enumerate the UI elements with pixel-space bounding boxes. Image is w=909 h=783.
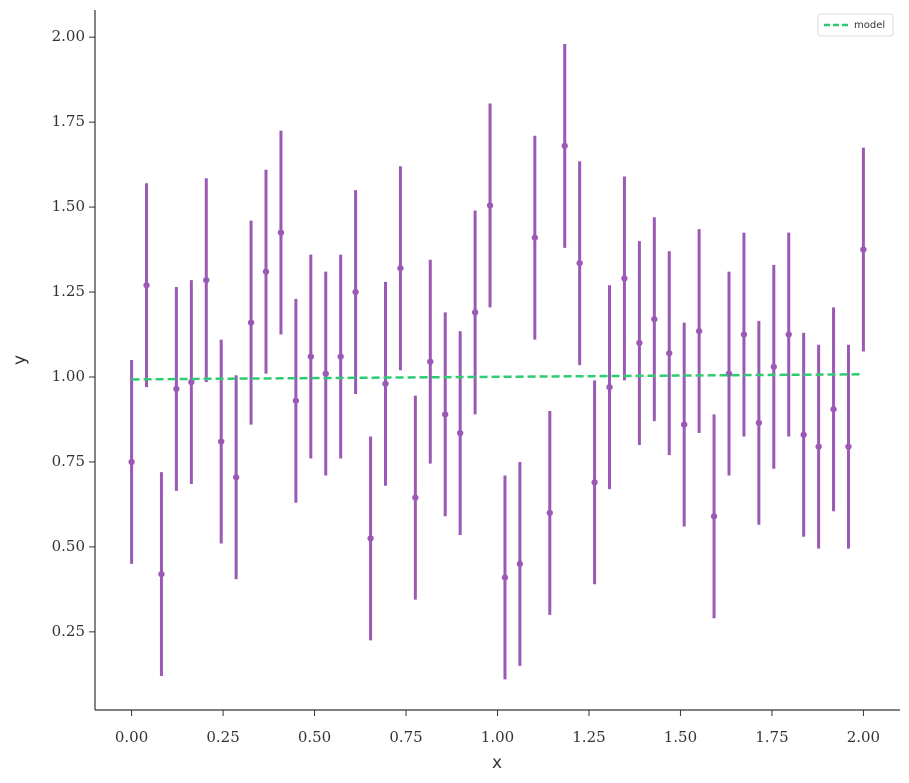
point xyxy=(621,275,628,282)
point xyxy=(143,282,150,289)
point xyxy=(203,276,210,284)
point xyxy=(292,397,300,404)
point xyxy=(666,350,673,357)
point xyxy=(636,339,643,347)
point xyxy=(307,353,315,360)
x-tick-label: 2.00 xyxy=(847,728,880,746)
point xyxy=(173,385,180,393)
x-tick-label: 0.25 xyxy=(206,728,239,746)
point xyxy=(800,431,807,438)
x-tick-label: 1.75 xyxy=(755,728,788,746)
point xyxy=(501,574,509,581)
point xyxy=(860,246,867,253)
y-tick-label: 1.00 xyxy=(52,367,85,385)
point xyxy=(651,316,658,323)
point xyxy=(337,353,344,360)
point xyxy=(546,509,553,517)
point xyxy=(845,443,852,450)
point xyxy=(815,443,822,450)
point xyxy=(218,438,225,445)
point xyxy=(785,331,792,338)
point xyxy=(830,406,837,413)
point xyxy=(576,259,583,267)
point xyxy=(486,202,494,209)
y-tick-label: 0.25 xyxy=(52,622,85,640)
y-tick-label: 1.25 xyxy=(52,282,85,300)
legend-label: model xyxy=(854,20,885,31)
point xyxy=(262,268,270,275)
point xyxy=(755,419,763,427)
y-tick-label: 1.50 xyxy=(52,197,85,215)
point xyxy=(158,570,165,578)
x-tick-label: 1.00 xyxy=(481,728,514,746)
point xyxy=(531,234,539,241)
point xyxy=(516,560,524,568)
y-axis-label: y xyxy=(10,355,30,365)
point xyxy=(277,229,285,236)
point xyxy=(397,265,404,272)
point xyxy=(456,429,464,437)
y-tick-label: 0.75 xyxy=(52,452,85,470)
point xyxy=(471,309,479,316)
model-line xyxy=(131,373,864,381)
point xyxy=(561,142,568,150)
point xyxy=(740,331,748,338)
x-tick-label: 1.50 xyxy=(664,728,697,746)
point xyxy=(427,358,434,365)
point xyxy=(680,421,688,428)
point xyxy=(232,474,240,481)
legend-box xyxy=(817,13,894,37)
point xyxy=(382,380,389,387)
y-tick-label: 0.50 xyxy=(52,537,85,555)
point xyxy=(128,458,135,466)
x-tick-label: 0.75 xyxy=(389,728,422,746)
x-axis-label: x xyxy=(492,753,502,773)
point xyxy=(591,479,598,486)
point xyxy=(695,327,703,335)
point xyxy=(367,535,374,542)
y-tick-label: 2.00 xyxy=(52,27,85,45)
legend: model xyxy=(817,13,894,37)
point xyxy=(710,513,718,520)
point xyxy=(412,494,419,501)
point xyxy=(606,383,613,391)
x-tick-label: 0.00 xyxy=(115,728,148,746)
point xyxy=(442,411,449,418)
point xyxy=(247,319,255,326)
y-tick-label: 1.75 xyxy=(52,112,85,130)
point xyxy=(770,363,777,370)
point xyxy=(352,288,359,296)
point xyxy=(322,370,329,377)
x-tick-label: 1.25 xyxy=(572,728,605,746)
point xyxy=(188,378,195,386)
x-tick-label: 0.50 xyxy=(298,728,331,746)
